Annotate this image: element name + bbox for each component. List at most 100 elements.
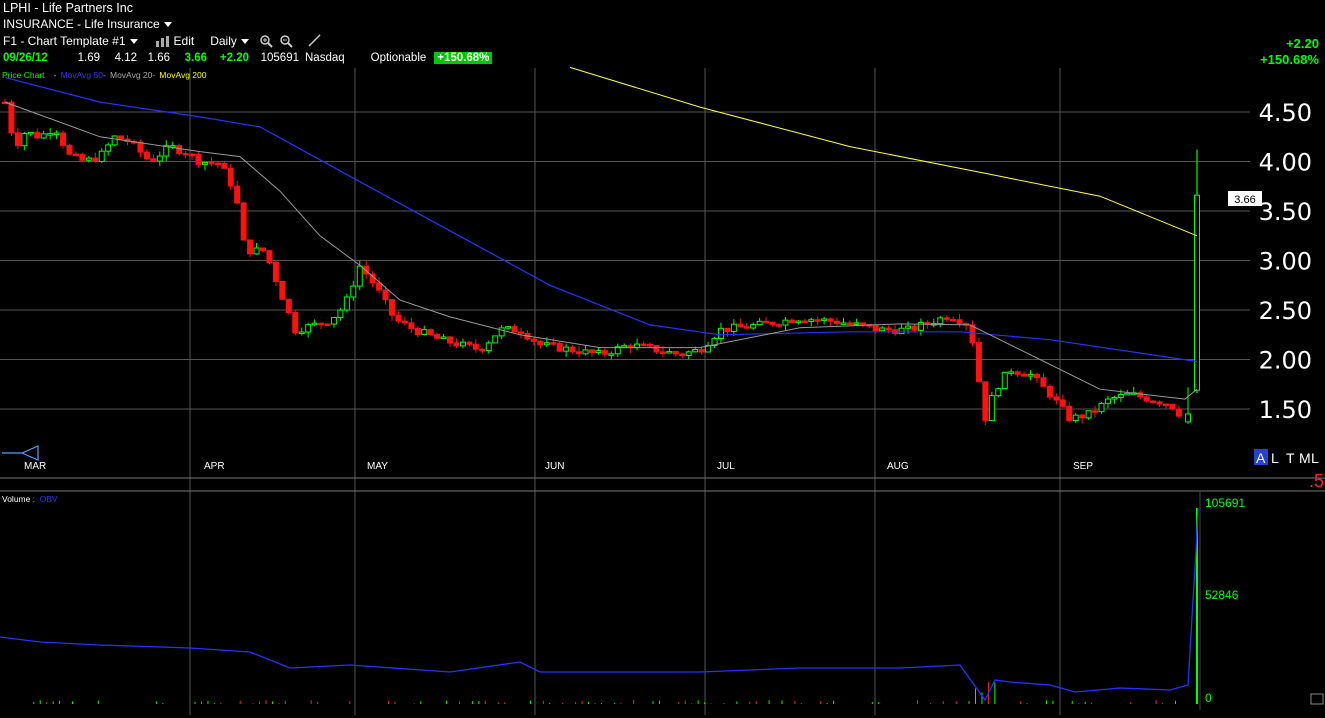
candle-body <box>401 320 408 324</box>
candle-body <box>79 154 86 161</box>
template-selector[interactable]: F1 - Chart Template #1 <box>3 34 138 48</box>
legend-separator: - <box>152 70 155 80</box>
candle-body <box>305 324 312 333</box>
candle-body <box>47 133 54 136</box>
draw-line-icon[interactable] <box>307 34 323 48</box>
zoom-out-icon[interactable] <box>279 34 293 48</box>
period-selector[interactable]: Daily <box>210 34 249 48</box>
candle-body <box>318 322 325 326</box>
candle-body <box>279 281 286 300</box>
candle-body <box>582 349 589 355</box>
candle-body <box>737 323 744 328</box>
candle-body <box>1124 392 1131 396</box>
candle-body <box>614 346 621 355</box>
quote-bar: 09/26/12 1.69 4.12 1.66 3.66 +2.20 10569… <box>3 52 493 64</box>
edit-button[interactable]: Edit <box>155 34 195 48</box>
candle-body <box>421 329 428 335</box>
company-name: Life Partners Inc <box>41 1 133 15</box>
candle-body <box>1092 410 1099 413</box>
template-label: F1 - Chart Template #1 <box>3 34 126 48</box>
chevron-down-icon <box>240 39 249 45</box>
top-right-pct-change: +150.68% <box>1260 52 1319 67</box>
obv-line-path <box>0 507 1199 702</box>
mode-letter: T <box>1286 450 1295 466</box>
candle-body <box>260 247 266 252</box>
quote-date: 09/26/12 <box>3 52 48 64</box>
candle-body <box>518 331 524 334</box>
last-price-label: 3.66 <box>1234 194 1255 206</box>
candle-body <box>576 351 583 355</box>
candle-body <box>111 135 118 146</box>
legend-separator: - <box>54 70 57 80</box>
industry-selector[interactable]: INSURANCE - Life Insurance <box>3 17 172 31</box>
candle-body <box>640 343 647 347</box>
ma200-line <box>569 66 1198 237</box>
candle-body <box>543 342 550 346</box>
candle-body <box>995 388 1002 397</box>
price-tick-label: 3.50 <box>1259 198 1312 226</box>
quote-change: +2.20 <box>219 52 249 64</box>
zoom-in-icon[interactable] <box>259 34 273 48</box>
volume-legend: Volume: OBV <box>2 494 58 504</box>
candle-body <box>150 158 157 162</box>
candle-body <box>1066 405 1073 422</box>
candle-body <box>530 338 537 342</box>
volume-tick-label: 105691 <box>1205 496 1245 510</box>
candle-body <box>195 153 202 165</box>
mode-letter: L <box>1311 450 1319 466</box>
candle-body <box>85 157 92 161</box>
candle-body <box>937 317 944 325</box>
candle-body <box>679 353 686 357</box>
candle-body <box>247 239 254 255</box>
price-tick-label: 2.50 <box>1259 297 1312 325</box>
candle-body <box>750 324 757 329</box>
mode-letter: A <box>1256 450 1266 466</box>
candle-body <box>8 101 15 134</box>
edit-label: Edit <box>173 34 195 48</box>
candle-body <box>1027 373 1034 377</box>
candle-body <box>234 185 241 204</box>
axis-labels: 4.50 4.00 3.50 3.00 2.50 2.00 1.50 MAR APR MAY JUN… <box>2 99 1324 705</box>
candle-body <box>272 261 279 283</box>
candle-body <box>1163 403 1169 407</box>
month-label: SEP <box>1073 461 1093 472</box>
candle-body <box>956 319 963 325</box>
last-price-tag <box>1228 191 1262 206</box>
candle-body <box>659 351 666 354</box>
symbol-title[interactable]: LPHI - Life Partners Inc <box>3 1 133 15</box>
candle-body <box>743 326 750 329</box>
candle-body <box>182 152 189 156</box>
candle-body <box>330 317 337 325</box>
candle-body <box>1117 393 1124 399</box>
volume-bars <box>33 508 1198 704</box>
legend-item: MovAvg 20 <box>110 70 153 80</box>
candle-body <box>337 309 344 319</box>
candle-body <box>763 320 770 324</box>
candle-body <box>408 322 415 329</box>
candle-body <box>872 325 879 332</box>
candle-body <box>453 342 460 347</box>
obv-line <box>0 507 1199 702</box>
candle-body <box>472 343 479 350</box>
candle-body <box>1104 398 1111 404</box>
candle-body <box>21 132 28 147</box>
candle-body <box>859 322 866 326</box>
candle-body <box>324 323 331 326</box>
candle-body <box>975 342 982 383</box>
month-label: AUG <box>887 461 909 472</box>
candle-body <box>840 322 847 325</box>
candle-body <box>163 145 170 157</box>
candle-body <box>898 327 905 335</box>
candle-body <box>853 322 860 325</box>
price-tick-label: 3.00 <box>1259 248 1312 276</box>
candle-body <box>137 141 144 153</box>
candle-body <box>1021 373 1028 377</box>
candle-body <box>118 135 125 140</box>
candle-body <box>1040 377 1047 387</box>
candle-body <box>1185 413 1191 423</box>
ma20-line <box>4 101 1198 400</box>
moving-averages <box>4 66 1198 400</box>
candle-body <box>776 324 782 327</box>
candle-body <box>156 155 163 162</box>
